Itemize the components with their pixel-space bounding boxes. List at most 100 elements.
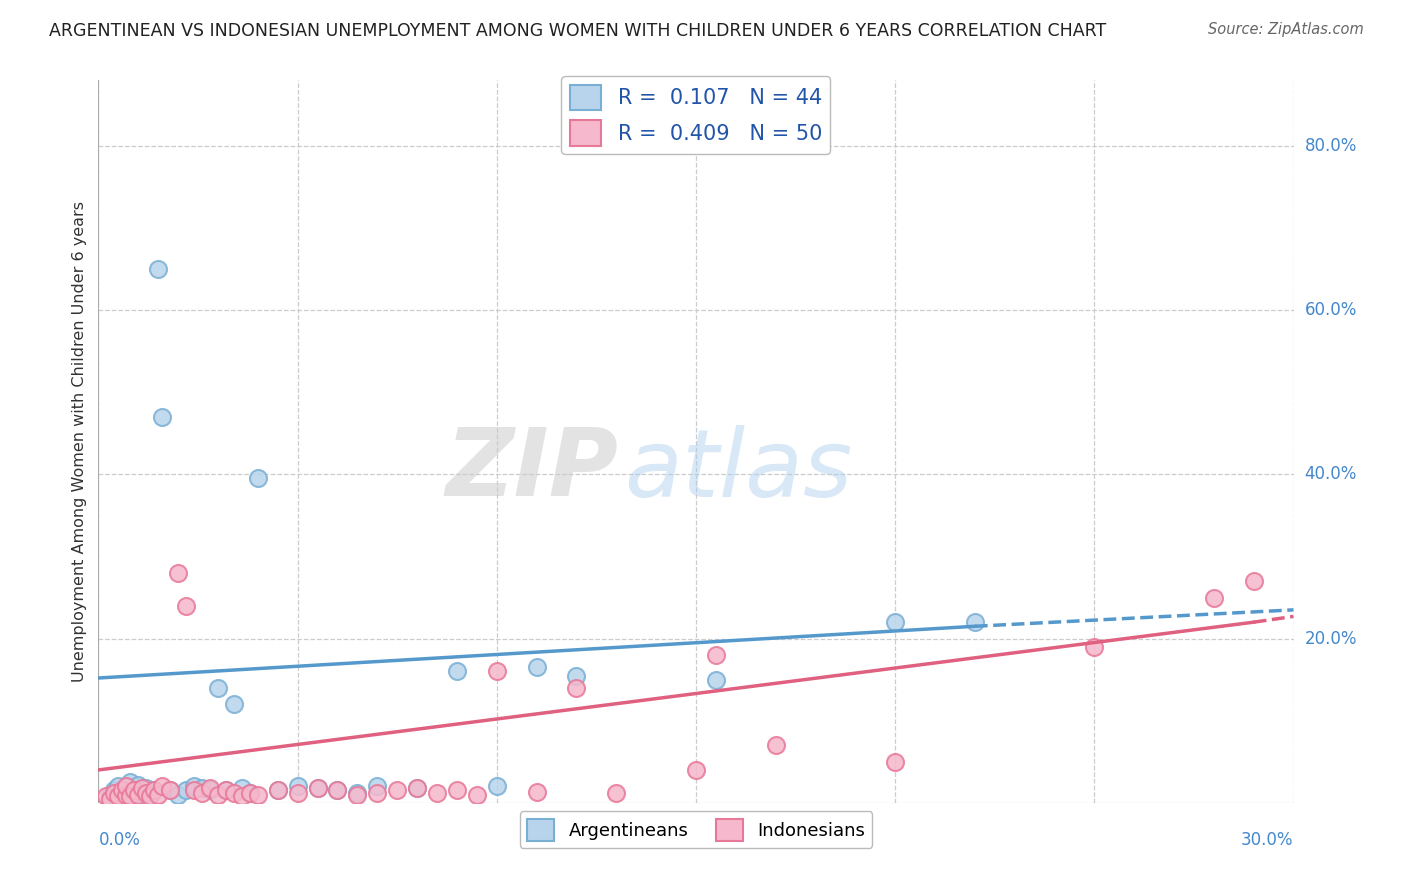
Text: atlas: atlas: [624, 425, 852, 516]
Point: [191, 780, 214, 795]
Point: [191, 786, 214, 800]
Point: [103, 783, 125, 797]
Point: [884, 615, 907, 630]
Point: [174, 599, 197, 613]
Point: [215, 783, 238, 797]
Point: [446, 783, 468, 797]
Point: [1202, 591, 1225, 605]
Point: [446, 665, 468, 679]
Point: [198, 783, 221, 797]
Text: 60.0%: 60.0%: [1305, 301, 1357, 319]
Point: [426, 786, 449, 800]
Point: [215, 783, 238, 797]
Point: [465, 788, 488, 802]
Point: [120, 775, 142, 789]
Point: [167, 566, 190, 580]
Point: [120, 789, 142, 804]
Text: Source: ZipAtlas.com: Source: ZipAtlas.com: [1208, 22, 1364, 37]
Point: [148, 788, 170, 802]
Point: [103, 786, 125, 800]
Point: [307, 780, 329, 795]
Point: [115, 786, 138, 800]
Text: 30.0%: 30.0%: [1241, 830, 1294, 848]
Point: [127, 778, 149, 792]
Point: [385, 783, 409, 797]
Point: [565, 681, 588, 695]
Point: [406, 780, 429, 795]
Point: [143, 783, 166, 797]
Point: [346, 786, 368, 800]
Y-axis label: Unemployment Among Women with Children Under 6 years: Unemployment Among Women with Children U…: [72, 201, 87, 682]
Point: [765, 739, 787, 753]
Point: [222, 786, 245, 800]
Point: [366, 786, 388, 800]
Point: [605, 786, 627, 800]
Point: [246, 471, 269, 485]
Point: [150, 409, 173, 424]
Point: [366, 780, 388, 794]
Point: [98, 791, 122, 805]
Text: ARGENTINEAN VS INDONESIAN UNEMPLOYMENT AMONG WOMEN WITH CHILDREN UNDER 6 YEARS C: ARGENTINEAN VS INDONESIAN UNEMPLOYMENT A…: [49, 22, 1107, 40]
Point: [526, 785, 548, 799]
Point: [287, 786, 309, 800]
Point: [148, 262, 170, 277]
Point: [406, 780, 429, 795]
Point: [115, 788, 138, 802]
Point: [135, 786, 157, 800]
Point: [239, 786, 262, 800]
Point: [704, 648, 727, 662]
Legend: Argentineans, Indonesians: Argentineans, Indonesians: [520, 812, 872, 848]
Point: [685, 763, 707, 777]
Point: [231, 780, 253, 795]
Point: [96, 789, 118, 804]
Point: [326, 783, 349, 797]
Point: [139, 788, 162, 802]
Text: 80.0%: 80.0%: [1305, 137, 1357, 155]
Point: [127, 789, 149, 804]
Text: 20.0%: 20.0%: [1305, 630, 1357, 648]
Text: 40.0%: 40.0%: [1305, 466, 1357, 483]
Point: [124, 783, 146, 797]
Point: [207, 681, 229, 695]
Point: [267, 783, 290, 797]
Point: [139, 789, 162, 804]
Point: [1083, 640, 1105, 654]
Point: [124, 783, 146, 797]
Point: [107, 789, 129, 804]
Point: [115, 780, 138, 795]
Point: [346, 788, 368, 802]
Text: 0.0%: 0.0%: [98, 830, 141, 848]
Point: [127, 788, 149, 802]
Point: [111, 783, 134, 797]
Point: [150, 780, 173, 794]
Point: [526, 660, 548, 674]
Point: [207, 788, 229, 802]
Point: [115, 780, 138, 794]
Point: [267, 782, 290, 797]
Point: [167, 788, 190, 802]
Point: [239, 786, 262, 800]
Point: [246, 788, 269, 802]
Point: [131, 780, 153, 795]
Point: [1243, 574, 1265, 588]
Point: [159, 783, 181, 797]
Point: [287, 780, 309, 794]
Point: [485, 665, 508, 679]
Point: [704, 673, 727, 687]
Point: [963, 615, 986, 630]
Point: [183, 783, 205, 797]
Point: [183, 780, 205, 794]
Point: [135, 780, 157, 795]
Point: [485, 780, 508, 794]
Point: [131, 786, 153, 800]
Text: ZIP: ZIP: [446, 425, 619, 516]
Point: [565, 668, 588, 682]
Point: [120, 788, 142, 802]
Point: [98, 788, 122, 802]
Point: [143, 783, 166, 797]
Point: [326, 783, 349, 797]
Point: [222, 698, 245, 712]
Point: [107, 791, 129, 805]
Point: [198, 780, 221, 795]
Point: [107, 780, 129, 794]
